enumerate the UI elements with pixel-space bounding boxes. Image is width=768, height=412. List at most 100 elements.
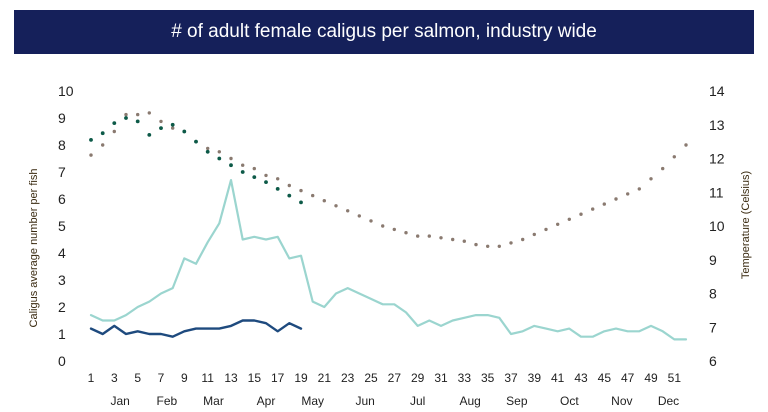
- x-tick-label: 35: [481, 371, 495, 385]
- right-tick-label: 11: [709, 184, 724, 200]
- x-tick-label: 49: [644, 371, 658, 385]
- x-tick-label: 5: [134, 371, 141, 385]
- x-tick-label: 7: [158, 371, 165, 385]
- series-2-point: [136, 112, 140, 117]
- month-label: Oct: [560, 394, 579, 408]
- left-tick-label: 0: [58, 353, 66, 369]
- series-3-point: [240, 170, 245, 174]
- x-tick-label: 23: [341, 371, 355, 385]
- month-label: Nov: [611, 394, 632, 408]
- x-tick-label: 9: [181, 371, 188, 385]
- left-tick-label: 5: [58, 218, 66, 234]
- month-label: May: [301, 394, 324, 408]
- series-2-point: [147, 111, 151, 115]
- series-2-point: [159, 119, 163, 124]
- series-2-point: [171, 126, 175, 130]
- series-2-point: [486, 244, 490, 248]
- series-2-point: [451, 237, 455, 242]
- series-2-point: [264, 173, 268, 178]
- x-tick-label: 13: [224, 371, 238, 385]
- x-tick-label: 21: [318, 371, 332, 385]
- month-label: Mar: [203, 394, 224, 408]
- x-tick-label: 25: [364, 371, 378, 385]
- right-tick-label: 9: [709, 252, 717, 268]
- x-tick-label: 47: [621, 371, 635, 385]
- month-label: Jul: [410, 394, 425, 408]
- series-2-point: [287, 183, 291, 188]
- series-2-point: [556, 222, 560, 226]
- series-3-point: [217, 156, 222, 161]
- series-2-point: [439, 236, 443, 240]
- series-2-point: [602, 202, 606, 206]
- month-labels: Jan Feb Mar Apr May Jun Jul Aug Sep Oct Nov Dec: [110, 394, 679, 408]
- series-2-point: [101, 143, 105, 147]
- series-3-point: [147, 133, 152, 137]
- left-tick-label: 1: [58, 326, 66, 342]
- series-line-0: [89, 179, 688, 341]
- x-tick-label: 11: [201, 371, 214, 385]
- series-3-point: [205, 149, 210, 154]
- series-3-point: [299, 200, 303, 205]
- series-3-point: [112, 121, 117, 125]
- month-label: Feb: [156, 394, 177, 408]
- series-2-point: [544, 227, 548, 232]
- series-3-point: [194, 139, 198, 144]
- series-3-point: [287, 193, 292, 198]
- right-tick-label: 13: [709, 117, 725, 133]
- left-tick-label: 4: [58, 245, 66, 261]
- left-tick-label: 9: [58, 110, 66, 126]
- left-tick-label: 3: [58, 272, 66, 288]
- x-tick-label: 29: [411, 371, 425, 385]
- series-2-point: [649, 177, 653, 181]
- month-label: Jun: [355, 394, 374, 408]
- series-2-point: [334, 204, 338, 208]
- chart-title: # of adult female caligus per salmon, in…: [14, 10, 754, 54]
- x-tick-label: 51: [668, 371, 682, 385]
- x-tick-label: 33: [458, 371, 472, 385]
- series-2-point: [357, 214, 361, 218]
- left-tick-label: 6: [58, 191, 66, 207]
- series-2-point: [567, 217, 571, 221]
- left-axis-title: Caligus average number per fish: [28, 169, 40, 328]
- x-tick-label: 17: [271, 371, 285, 385]
- series-2-point: [381, 224, 385, 228]
- series-3-point: [229, 163, 233, 168]
- series-2-point: [462, 239, 466, 243]
- plot-area: [89, 111, 688, 341]
- series-2-point: [217, 150, 221, 154]
- series-3-point: [182, 129, 187, 134]
- series-line-1: [89, 319, 303, 338]
- series-2-point: [276, 177, 280, 181]
- series-2-point: [112, 129, 117, 134]
- series-2-point: [626, 192, 630, 196]
- series-3-point: [252, 175, 257, 180]
- month-label: Sep: [506, 394, 528, 408]
- series-2-point: [346, 209, 350, 213]
- x-tick-label: 45: [598, 371, 612, 385]
- series-2-point: [427, 234, 431, 238]
- right-tick-label: 12: [709, 151, 725, 167]
- series-3-point: [264, 180, 268, 185]
- month-label: Apr: [257, 394, 276, 408]
- x-tick-label: 41: [551, 371, 565, 385]
- series-2-point: [241, 163, 245, 167]
- left-tick-label: 10: [58, 83, 74, 99]
- series-2-point: [497, 244, 501, 248]
- left-axis-ticks: 0 1 2 3 4 5 6 7 8 9 10: [58, 83, 74, 369]
- series-3-point: [124, 116, 128, 120]
- series-2-point: [474, 242, 478, 247]
- series-2-point: [614, 197, 618, 201]
- series-2-point: [124, 112, 128, 117]
- series-2-point: [672, 155, 676, 159]
- x-axis-ticks: 1 3 5 7 9 11 13 15 17 19 21 23 25 27 29 31 33 35 37 39 41 43 4…: [88, 371, 682, 385]
- series-2-point: [299, 188, 303, 193]
- series-2-point: [661, 166, 665, 171]
- series-3-point: [275, 187, 280, 191]
- series-2-point: [404, 231, 408, 235]
- right-axis-ticks: 6 7 8 9 10 11 12 13 14: [709, 83, 725, 369]
- right-tick-label: 6: [709, 353, 717, 369]
- series-2-point: [416, 234, 420, 238]
- x-tick-label: 39: [528, 371, 542, 385]
- series-2-point: [392, 227, 396, 232]
